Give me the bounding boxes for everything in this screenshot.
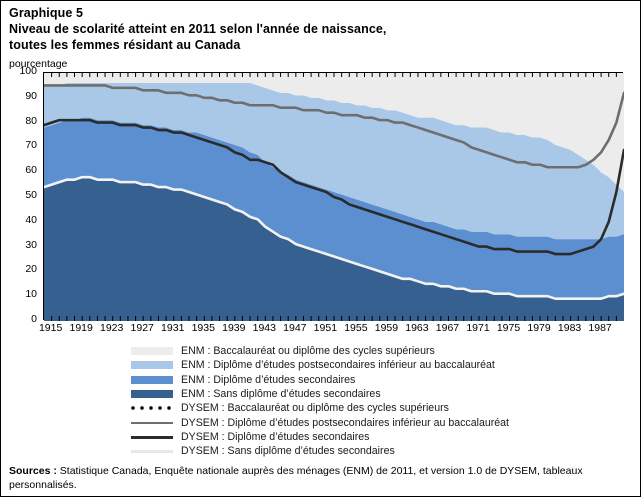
y-tick-70: 70 [25, 139, 37, 152]
x-tick-1963: 1963 [405, 322, 429, 334]
y-tick-80: 80 [25, 114, 37, 127]
legend-dysem-nohighschool-swatch [131, 450, 173, 453]
legend-enm-highschool[interactable]: ENM : Diplôme d’études secondaires [129, 373, 599, 387]
sources-label: Sources : [9, 465, 57, 477]
y-tick-50: 50 [25, 189, 37, 201]
area-series-0 [44, 177, 624, 321]
area-series-2 [44, 82, 624, 240]
legend-enm-postsecondary-label: ENM : Diplôme d’études postsecondaires i… [181, 359, 495, 372]
x-tick-1967: 1967 [435, 322, 460, 334]
legend-enm-bachelor-swatch [131, 347, 173, 356]
area-series-1 [44, 117, 624, 299]
chart-canvas [43, 72, 624, 321]
legend-enm-bachelor-label: ENM : Baccalauréat ou diplôme des cycles… [181, 345, 435, 358]
legend-enm-postsecondary[interactable]: ENM : Diplôme d’études postsecondaires i… [129, 358, 599, 372]
legend-enm-bachelor-key-icon [129, 344, 175, 358]
x-tick-1915: 1915 [38, 322, 63, 334]
legend-enm-postsecondary-key-icon [129, 358, 175, 372]
x-tick-1979: 1979 [527, 322, 551, 334]
legend-dysem-highschool[interactable]: DYSEM : Diplôme d’études secondaires [129, 430, 599, 444]
x-tick-1959: 1959 [374, 322, 399, 334]
legend-dysem-nohighschool[interactable]: DYSEM : Sans diplôme d’études secondaire… [129, 444, 599, 458]
legend-dysem-nohighschool-key-icon [129, 444, 175, 458]
x-tick-1935: 1935 [191, 322, 215, 334]
legend-dysem-highschool-swatch [131, 435, 173, 439]
legend-dysem-postsecondary-swatch [131, 421, 173, 425]
legend-dysem-postsecondary-key-icon [129, 416, 175, 430]
x-tick-1955: 1955 [344, 322, 368, 334]
x-tick-1943: 1943 [252, 322, 276, 334]
y-tick-90: 90 [25, 89, 37, 102]
page-title-line2: toutes les femmes résidant au Canada [9, 38, 241, 52]
area-series-3 [44, 73, 624, 193]
legend-dysem-bachelor-key-icon [129, 401, 175, 415]
x-axis-ticks: 1915 1919 1923 1927 1931 1935 1939 1943 1947 1951… [39, 322, 625, 338]
x-tick-1927: 1927 [130, 322, 154, 334]
legend-dysem-postsecondary-label: DYSEM : Diplôme d’études postsecondaires… [181, 416, 509, 429]
legend-enm-nohighschool-label: ENM : Sans diplôme d’études secondaires [181, 388, 381, 401]
legend-dysem-bachelor-swatch [131, 406, 173, 411]
legend-enm-highschool-swatch [131, 375, 173, 384]
y-tick-40: 40 [25, 213, 37, 226]
legend-enm-nohighschool-key-icon [129, 387, 175, 401]
plot-area [43, 72, 624, 321]
x-tick-1947: 1947 [283, 322, 307, 334]
title-block: Graphique 5 Niveau de scolarité atteint … [9, 5, 629, 53]
legend-dysem-bachelor-label: DYSEM : Baccalauréat ou diplôme des cycl… [181, 402, 449, 415]
page-title-line1: Niveau de scolarité atteint en 2011 selo… [9, 22, 387, 36]
legend-dysem-nohighschool-label: DYSEM : Sans diplôme d’études secondaire… [181, 445, 395, 458]
x-tick-1983: 1983 [557, 322, 582, 334]
y-tick-20: 20 [25, 263, 37, 276]
x-tick-1975: 1975 [496, 322, 521, 334]
legend-dysem-postsecondary[interactable]: DYSEM : Diplôme d’études postsecondaires… [129, 415, 599, 429]
y-axis-title: pourcentage [9, 58, 68, 70]
legend-enm-postsecondary-swatch [131, 361, 173, 370]
sources-text: Statistique Canada, Enquête nationale au… [9, 465, 583, 491]
legend-enm-highschool-key-icon [129, 373, 175, 387]
chart-legend: ENM : Baccalauréat ou diplôme des cycles… [129, 344, 599, 458]
legend-dysem-bachelor[interactable]: DYSEM : Baccalauréat ou diplôme des cycl… [129, 401, 599, 415]
x-tick-1931: 1931 [161, 322, 185, 334]
y-tick-100: 100 [19, 65, 37, 77]
legend-enm-highschool-label: ENM : Diplôme d’études secondaires [181, 373, 356, 386]
y-tick-10: 10 [25, 288, 37, 301]
y-tick-30: 30 [25, 238, 37, 251]
legend-enm-nohighschool[interactable]: ENM : Sans diplôme d’études secondaires [129, 387, 599, 401]
overlay-line-1 [44, 84, 624, 169]
y-tick-0: 0 [31, 313, 37, 325]
overlay-line-3 [44, 175, 624, 300]
figure-label: Graphique 5 [9, 6, 84, 20]
x-tick-1951: 1951 [313, 322, 338, 334]
x-tick-1971: 1971 [466, 322, 490, 334]
legend-dysem-highschool-key-icon [129, 430, 175, 444]
axis-tick-marks [51, 73, 617, 321]
overlay-line-2 [44, 118, 624, 256]
sources-note: Sources : Statistique Canada, Enquête na… [9, 465, 634, 492]
legend-enm-bachelor[interactable]: ENM : Baccalauréat ou diplôme des cycles… [129, 344, 599, 358]
x-tick-1923: 1923 [99, 322, 124, 334]
legend-dysem-highschool-label: DYSEM : Diplôme d’études secondaires [181, 430, 370, 443]
legend-enm-nohighschool-swatch [131, 390, 173, 399]
x-tick-1939: 1939 [222, 322, 246, 334]
x-tick-1919: 1919 [69, 322, 93, 334]
y-axis-ticks: 0 10 20 30 40 50 60 70 80 90 100 [7, 65, 37, 325]
y-tick-60: 60 [25, 164, 37, 177]
x-tick-1987: 1987 [588, 322, 612, 334]
